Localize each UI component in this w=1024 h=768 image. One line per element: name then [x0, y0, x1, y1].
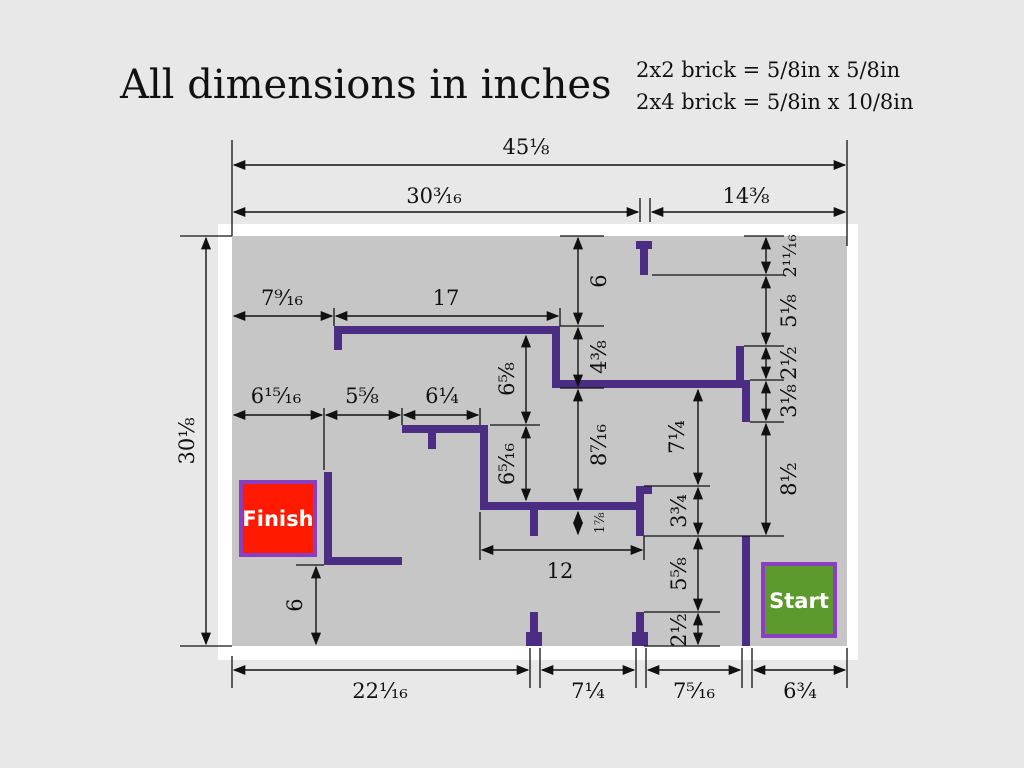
dim-center-c: 6⁵⁄₁₆: [495, 443, 519, 485]
brick-note-2x4: 2x4 brick = 5/8in x 10/8in: [636, 90, 914, 114]
dim-bottom-right-a: 5⁵⁄₈: [667, 557, 691, 591]
page-title: All dimensions in inches: [120, 62, 612, 108]
dim-center-a: 6⁵⁄₈: [495, 362, 519, 396]
wall-right-short: [736, 346, 744, 382]
wall-lower-horizontal: [480, 502, 644, 510]
wall-start-vertical: [742, 536, 750, 646]
dim-right-top-gap: 2¹¹⁄₁₆: [780, 234, 801, 277]
wall-mid-stub: [428, 425, 436, 449]
dim-center-d: 8⁷⁄₁₆: [587, 424, 611, 466]
wall-lower-right-cap: [636, 486, 652, 494]
dim-center-b: 4³⁄₈: [587, 340, 611, 374]
dim-top-right-span: 14³⁄₈: [722, 184, 769, 208]
dim-right-gap-c: 3¹⁄₈: [777, 384, 801, 418]
dim-finish-gap: 6: [283, 598, 307, 611]
finish-marker: [239, 480, 317, 557]
dim-left-to-wall1: 7⁹⁄₁₆: [261, 286, 303, 310]
wall-center-horizontal: [552, 380, 750, 388]
wall-finish-horizontal: [324, 557, 402, 565]
dim-overall-height: 30⅛: [175, 417, 199, 464]
dim-top-left-span: 30³⁄₁₆: [406, 184, 461, 208]
dimension-labels: 45⅛ 30³⁄₁₆ 14³⁄₈ 30⅛ 7⁹⁄₁₆ 17 6¹⁵⁄₁₆ 5⁵⁄…: [175, 135, 817, 703]
brick-note-2x2: 2x2 brick = 5/8in x 5/8in: [636, 58, 901, 82]
wall-upper-long: [334, 326, 560, 334]
dim-top-stub-gap: 6: [587, 274, 611, 287]
dim-wall4-length: 6¹⁄₄: [425, 384, 459, 408]
dim-center-f: 3³⁄₄: [667, 494, 691, 528]
dim-overall-width: 45⅛: [502, 135, 549, 159]
wall-bottom-post-2: [636, 612, 644, 646]
wall-top-stub: [640, 241, 648, 275]
dim-bottom-wall-length: 12: [547, 559, 574, 583]
wall-upper-long-end: [334, 326, 342, 350]
finish-label: Finish: [242, 507, 313, 531]
dim-right-gap-a: 5¹⁄₈: [777, 294, 801, 328]
wall-right-lower: [742, 380, 750, 422]
dim-wall3-to-wall4: 5⁵⁄₈: [345, 384, 379, 408]
dim-bottom-right-b: 2¹⁄₂: [667, 613, 691, 647]
wall-bottom-post-1: [530, 612, 538, 646]
wall-mid-vertical: [480, 425, 488, 509]
dim-bottom-c: 7⁵⁄₁₆: [673, 679, 715, 703]
maze-walls: [324, 241, 750, 646]
start-marker: [761, 562, 837, 638]
wall-finish-vertical: [324, 472, 332, 564]
dim-left-to-wall3: 6¹⁵⁄₁₆: [251, 384, 302, 408]
dim-bottom-b: 7¹⁄₄: [571, 679, 605, 703]
start-label: Start: [769, 589, 829, 613]
dim-wall1-length: 17: [433, 286, 460, 310]
dimension-lines: [200, 159, 847, 676]
dim-bottom-a: 22¹⁄₁₆: [352, 679, 407, 703]
wall-center-vertical: [552, 326, 560, 388]
dim-right-gap-b: 2¹⁄₂: [777, 346, 801, 380]
wall-bottom-post-2-cap: [632, 632, 648, 646]
extension-lines: [180, 140, 848, 688]
dim-center-g: 1⁷⁄₈: [593, 513, 608, 534]
wall-mid-horizontal: [402, 425, 488, 433]
wall-lower-stub: [530, 502, 538, 536]
wall-lower-right-post: [636, 486, 644, 536]
dim-right-gap-d: 8¹⁄₂: [777, 462, 801, 496]
dim-bottom-d: 6³⁄₄: [783, 679, 817, 703]
dim-center-e: 7¹⁄₄: [665, 420, 689, 454]
wall-bottom-post-1-cap: [526, 632, 542, 646]
